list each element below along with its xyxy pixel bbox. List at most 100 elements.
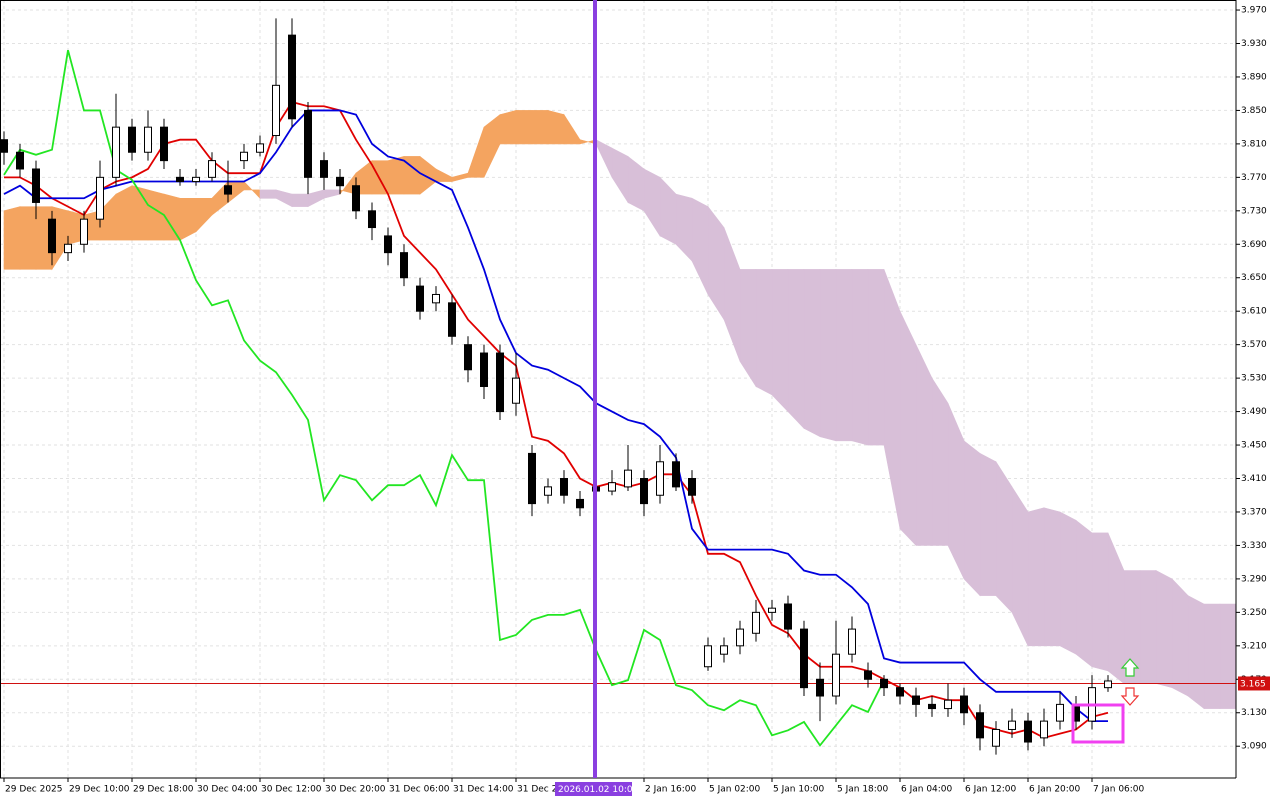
- cloud-segment: [787, 269, 805, 430]
- candle-body: [48, 218, 56, 254]
- candle-body: [320, 160, 328, 178]
- indicator-line: [3, 49, 885, 747]
- x-tick-label: 30 Dec 20:00: [325, 785, 386, 795]
- cloud-segment: [1187, 595, 1205, 710]
- cloud-segment: [115, 185, 133, 241]
- candle-body: [80, 218, 88, 245]
- candle-body: [0, 139, 8, 153]
- y-tick-label: 3.570: [1241, 340, 1267, 350]
- y-tick-label: 3.210: [1241, 641, 1267, 651]
- cloud-segment: [1043, 507, 1061, 647]
- y-tick-label: 3.330: [1241, 541, 1267, 551]
- candle-body: [816, 678, 824, 697]
- candle-body: [512, 377, 520, 404]
- candle-body: [64, 243, 72, 254]
- candle-body: [432, 293, 440, 304]
- candle-body: [352, 185, 360, 212]
- y-tick-label: 3.810: [1241, 139, 1267, 149]
- candle-body: [400, 252, 408, 279]
- cloud-segment: [1027, 507, 1045, 647]
- candle-body: [624, 469, 632, 488]
- candle-body: [304, 109, 312, 178]
- cloud-segment: [3, 206, 21, 270]
- candle-body: [176, 176, 184, 183]
- candle-body: [640, 478, 648, 505]
- candle-body: [672, 461, 680, 488]
- y-tick-label: 3.090: [1241, 742, 1267, 752]
- candle-body: [688, 478, 696, 496]
- y-tick-label: 3.930: [1241, 39, 1267, 49]
- candle-body: [560, 478, 568, 496]
- candle-body: [1104, 680, 1112, 689]
- plot-area: [0, 0, 1237, 778]
- crosshair-label-bg: [555, 782, 632, 796]
- candle-body: [496, 352, 504, 413]
- cloud-segment: [387, 156, 405, 195]
- candle-body: [544, 486, 552, 496]
- x-tick-label: 6 Jan 04:00: [901, 785, 953, 795]
- cloud-segment: [899, 311, 917, 547]
- candle-body: [896, 687, 904, 697]
- cloud-segment: [1059, 511, 1077, 655]
- candle-body: [912, 695, 920, 705]
- cloud-segment: [499, 110, 517, 145]
- y-tick-label: 3.410: [1241, 474, 1267, 484]
- cloud-segment: [1155, 570, 1173, 689]
- candle-body: [1024, 720, 1032, 743]
- y-tick-label: 3.890: [1241, 72, 1267, 82]
- x-tick-label: 7 Jan 06:00: [1093, 785, 1145, 795]
- y-tick-label: 3.290: [1241, 574, 1267, 584]
- cloud-segment: [291, 193, 309, 207]
- crosshair-label: 2026.01.02 10:00: [558, 785, 639, 795]
- x-tick-label: 30 Dec 12:00: [261, 785, 322, 795]
- cloud-segment: [755, 269, 773, 396]
- candle-body: [1040, 720, 1048, 739]
- candle-body: [768, 607, 776, 613]
- cloud-segment: [963, 440, 981, 597]
- candle-body: [208, 160, 216, 178]
- price-label: 3.165: [1240, 679, 1266, 689]
- candle-body: [336, 176, 344, 187]
- cloud-segment: [819, 269, 837, 442]
- y-tick-label: 3.650: [1241, 273, 1267, 283]
- y-tick-label: 3.770: [1241, 173, 1267, 183]
- candle-body: [288, 34, 296, 120]
- y-tick-label: 3.530: [1241, 374, 1267, 384]
- candle-body: [272, 84, 280, 137]
- y-tick-label: 3.970: [1241, 6, 1267, 16]
- cloud-segment: [147, 189, 165, 241]
- candle-body: [800, 628, 808, 689]
- cloud-segment: [1171, 578, 1189, 697]
- y-tick-label: 3.610: [1241, 307, 1267, 317]
- cloud-segment: [1219, 603, 1237, 709]
- candle-body: [528, 452, 536, 505]
- candle-body: [944, 699, 952, 710]
- cloud-segment: [995, 460, 1013, 614]
- y-tick-label: 3.850: [1241, 106, 1267, 116]
- x-tick-label: 30 Dec 04:00: [197, 785, 258, 795]
- down-arrow: [1120, 687, 1140, 706]
- candle-body: [960, 695, 968, 714]
- y-tick-label: 3.490: [1241, 407, 1267, 417]
- candle-body: [32, 168, 40, 203]
- candle-body: [656, 461, 664, 496]
- x-tick-label: 5 Jan 18:00: [837, 785, 889, 795]
- candle-body: [576, 498, 584, 509]
- candle-body: [464, 344, 472, 371]
- candle-body: [368, 210, 376, 229]
- candle-body: [384, 235, 392, 254]
- cloud-segment: [1075, 519, 1093, 668]
- x-tick-label: 31 Dec 22:00: [517, 785, 578, 795]
- candle-body: [480, 352, 488, 387]
- x-tick-label: 29 Dec 18:00: [133, 785, 194, 795]
- cloud-segment: [867, 269, 885, 446]
- candle-body: [192, 176, 200, 183]
- indicator-line: [3, 109, 1108, 723]
- cloud-segment: [1139, 570, 1157, 684]
- x-tick-label: 31 Dec 14:00: [453, 785, 514, 795]
- cloud-segment: [771, 269, 789, 413]
- y-tick-label: 3.450: [1241, 441, 1267, 451]
- x-tick-label: 5 Jan 02:00: [709, 785, 761, 795]
- x-tick-label: 6 Jan 20:00: [1029, 785, 1081, 795]
